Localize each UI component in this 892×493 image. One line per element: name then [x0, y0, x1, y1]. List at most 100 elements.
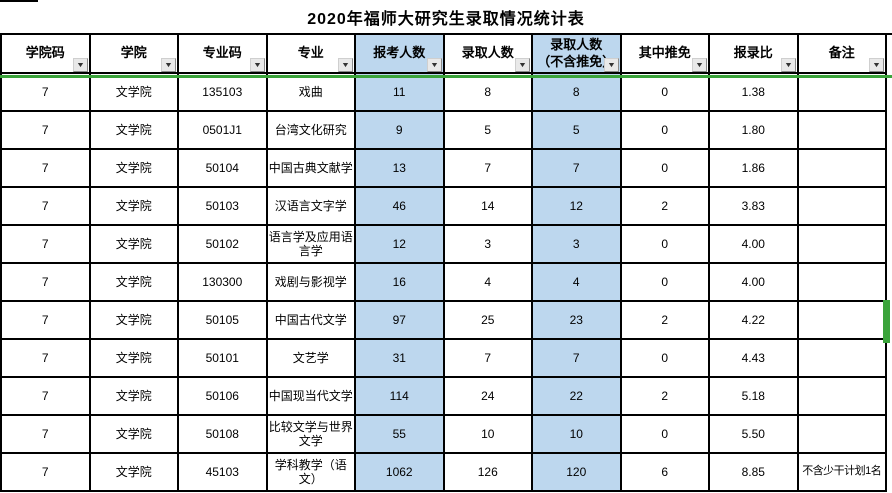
cell-applicants[interactable]: 46 [354, 186, 445, 226]
cell-ratio[interactable]: 5.50 [708, 414, 799, 454]
cell-admitted[interactable]: 7 [442, 148, 533, 188]
cell-college[interactable]: 文学院 [88, 414, 179, 454]
filter-dropdown-button[interactable]: ▼ [692, 58, 707, 71]
cell-applicants[interactable]: 13 [354, 148, 445, 188]
cell-college-code[interactable]: 7 [0, 148, 91, 188]
cell-admitted-excl-exempt[interactable]: 12 [531, 186, 622, 226]
cell-college[interactable]: 文学院 [88, 262, 179, 302]
cell-admitted[interactable]: 25 [442, 300, 533, 340]
column-header-college[interactable]: 学院 ▼ [88, 33, 179, 74]
cell-applicants[interactable]: 9 [354, 110, 445, 150]
table-title-cell[interactable]: 2020年福师大研究生录取情况统计表 [0, 0, 892, 33]
cell-college[interactable]: 文学院 [88, 376, 179, 416]
cell-major-code[interactable]: 50103 [177, 186, 268, 226]
cell-exempt-count[interactable]: 0 [619, 414, 710, 454]
cell-admitted[interactable]: 4 [442, 262, 533, 302]
cell-major-code[interactable]: 0501J1 [177, 110, 268, 150]
cell-college-code[interactable]: 7 [0, 452, 91, 492]
cell-admitted-excl-exempt[interactable]: 7 [531, 338, 622, 378]
cell-remark[interactable] [796, 110, 887, 150]
cell-applicants[interactable]: 16 [354, 262, 445, 302]
cell-exempt-count[interactable]: 0 [619, 72, 710, 112]
column-header-admitted[interactable]: 录取人数 ▼ [442, 33, 533, 74]
cell-exempt-count[interactable]: 0 [619, 148, 710, 188]
cell-admitted[interactable]: 126 [442, 452, 533, 492]
cell-major-code[interactable]: 50102 [177, 224, 268, 264]
cell-college[interactable]: 文学院 [88, 110, 179, 150]
cell-ratio[interactable]: 5.18 [708, 376, 799, 416]
cell-major[interactable]: 文艺学 [265, 338, 356, 378]
cell-college-code[interactable]: 7 [0, 300, 91, 340]
cell-college[interactable]: 文学院 [88, 338, 179, 378]
cell-college-code[interactable]: 7 [0, 262, 91, 302]
filter-dropdown-button[interactable]: ▼ [426, 58, 442, 71]
filter-dropdown-button[interactable]: ▼ [869, 58, 884, 71]
cell-major-code[interactable]: 135103 [177, 72, 268, 112]
filter-dropdown-button[interactable]: ▼ [161, 58, 176, 71]
cell-college-code[interactable]: 7 [0, 338, 91, 378]
column-header-applicants[interactable]: 报考人数 ▼ [354, 33, 445, 74]
cell-admitted[interactable]: 24 [442, 376, 533, 416]
column-header-major-code[interactable]: 专业码 ▼ [177, 33, 268, 74]
cell-remark[interactable] [796, 262, 887, 302]
cell-college[interactable]: 文学院 [88, 300, 179, 340]
cell-admitted-excl-exempt[interactable]: 4 [531, 262, 622, 302]
cell-remark[interactable]: 不含少干计划1名 [796, 452, 887, 492]
cell-exempt-count[interactable]: 2 [619, 376, 710, 416]
cell-admitted[interactable]: 8 [442, 72, 533, 112]
cell-applicants[interactable]: 11 [354, 72, 445, 112]
cell-major-code[interactable]: 50105 [177, 300, 268, 340]
cell-college[interactable]: 文学院 [88, 72, 179, 112]
cell-exempt-count[interactable]: 0 [619, 262, 710, 302]
filter-dropdown-button[interactable]: ▼ [338, 58, 353, 71]
column-header-major[interactable]: 专业 ▼ [265, 33, 356, 74]
cell-applicants[interactable]: 31 [354, 338, 445, 378]
cell-exempt-count[interactable]: 0 [619, 338, 710, 378]
cell-major[interactable]: 戏曲 [265, 72, 356, 112]
cell-ratio[interactable]: 1.38 [708, 72, 799, 112]
cell-major-code[interactable]: 50104 [177, 148, 268, 188]
cell-remark[interactable] [796, 376, 887, 416]
cell-major[interactable]: 语言学及应用语言学 [265, 224, 356, 264]
cell-major-code[interactable]: 50108 [177, 414, 268, 454]
cell-applicants[interactable]: 12 [354, 224, 445, 264]
filter-dropdown-button[interactable]: ▼ [72, 58, 88, 71]
cell-exempt-count[interactable]: 2 [619, 186, 710, 226]
cell-major[interactable]: 比较文学与世界文学 [265, 414, 356, 454]
filter-dropdown-button[interactable]: ▼ [515, 58, 530, 71]
cell-exempt-count[interactable]: 0 [619, 224, 710, 264]
cell-admitted-excl-exempt[interactable]: 8 [531, 72, 622, 112]
cell-major[interactable]: 戏剧与影视学 [265, 262, 356, 302]
cell-major[interactable]: 台湾文化研究 [265, 110, 356, 150]
column-header-college-code[interactable]: 学院码 ▼ [0, 33, 91, 74]
cell-major-code[interactable]: 50106 [177, 376, 268, 416]
cell-major-code[interactable]: 50101 [177, 338, 268, 378]
cell-admitted[interactable]: 7 [442, 338, 533, 378]
filter-dropdown-button[interactable]: ▼ [603, 58, 619, 71]
cell-remark[interactable] [796, 338, 887, 378]
cell-admitted[interactable]: 5 [442, 110, 533, 150]
cell-exempt-count[interactable]: 2 [619, 300, 710, 340]
cell-college[interactable]: 文学院 [88, 186, 179, 226]
cell-major[interactable]: 汉语言文字学 [265, 186, 356, 226]
cell-ratio[interactable]: 4.00 [708, 262, 799, 302]
cell-admitted-excl-exempt[interactable]: 7 [531, 148, 622, 188]
cell-admitted-excl-exempt[interactable]: 3 [531, 224, 622, 264]
cell-exempt-count[interactable]: 0 [619, 110, 710, 150]
cell-ratio[interactable]: 1.80 [708, 110, 799, 150]
cell-admitted-excl-exempt[interactable]: 5 [531, 110, 622, 150]
cell-college-code[interactable]: 7 [0, 72, 91, 112]
filter-dropdown-button[interactable]: ▼ [780, 58, 796, 71]
cell-college[interactable]: 文学院 [88, 224, 179, 264]
cell-remark[interactable] [796, 224, 887, 264]
cell-ratio[interactable]: 4.00 [708, 224, 799, 264]
column-header-exempt-count[interactable]: 其中推免 ▼ [619, 33, 710, 74]
cell-ratio[interactable]: 3.83 [708, 186, 799, 226]
cell-admitted[interactable]: 14 [442, 186, 533, 226]
cell-admitted-excl-exempt[interactable]: 10 [531, 414, 622, 454]
column-header-admitted-excl-exempt[interactable]: 录取人数 （不含推免） ▼ [531, 33, 622, 74]
cell-ratio[interactable]: 1.86 [708, 148, 799, 188]
cell-applicants[interactable]: 97 [354, 300, 445, 340]
cell-exempt-count[interactable]: 6 [619, 452, 710, 492]
cell-college[interactable]: 文学院 [88, 452, 179, 492]
